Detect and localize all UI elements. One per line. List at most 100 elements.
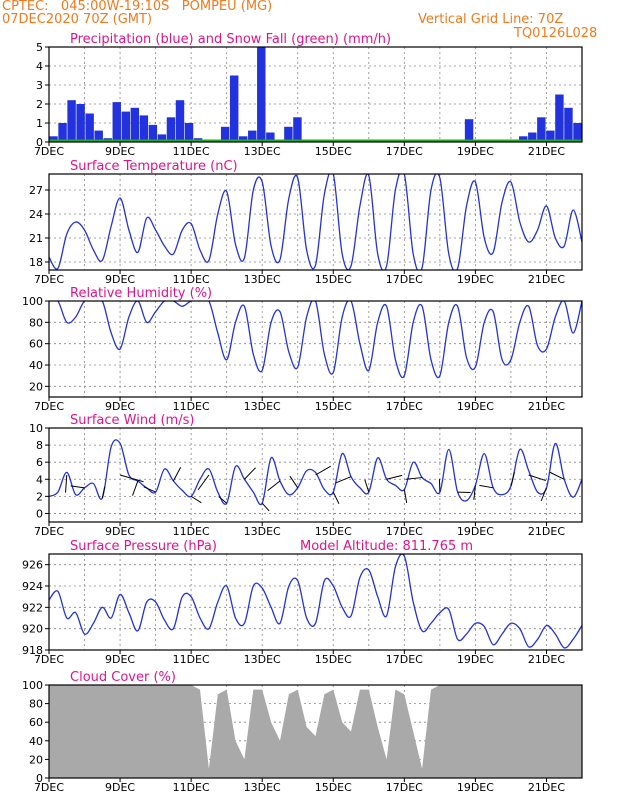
precip-bar: [67, 100, 76, 142]
wind-arrow: [289, 475, 299, 489]
wind-arrow: [70, 485, 85, 489]
x-tick-label: 19DEC: [457, 273, 494, 286]
panel-frame: [48, 173, 583, 271]
x-tick-label: 21DEC: [528, 400, 565, 413]
y-tick-label: 1: [36, 117, 43, 130]
precip-bar: [220, 126, 230, 142]
wind-arrow: [479, 484, 494, 489]
y-tick-label: 926: [22, 559, 43, 572]
panel-2: 18 21 24 27 7DEC 9DEC 11DEC 13DEC 15DEC 17DEC 19DE…: [29, 159, 583, 286]
precip-bar: [266, 132, 275, 142]
y-tick-label: 918: [22, 644, 43, 657]
y-tick-label: 0: [36, 507, 43, 520]
wind-arrow: [549, 471, 565, 480]
precip-bar: [49, 136, 58, 142]
y-tick-label: 922: [22, 601, 43, 614]
x-tick-label: 13DEC: [244, 525, 281, 538]
wind-arrow: [510, 472, 515, 487]
x-tick-label: 9DEC: [105, 653, 135, 666]
y-tick-label: 8: [36, 439, 43, 452]
x-tick-label: 7DEC: [34, 400, 64, 413]
wind-arrow: [172, 466, 182, 482]
x-tick-label: 21DEC: [528, 273, 565, 286]
panel-frame: [48, 300, 583, 398]
precip-bar: [564, 107, 573, 142]
x-tick-label: 13DEC: [244, 781, 281, 794]
series-line: [49, 439, 582, 506]
panel-frame: [48, 553, 583, 651]
precip-bar: [139, 115, 149, 142]
x-tick-label: 13DEC: [244, 400, 281, 413]
panel-annotation: Model Altitude: 811.765 m: [300, 539, 473, 554]
y-tick-label: 920: [22, 623, 43, 636]
wind-arrow: [101, 486, 106, 499]
precip-bar: [239, 136, 248, 142]
panel-title: Cloud Cover (%): [70, 670, 176, 685]
y-tick-label: 6: [36, 456, 43, 469]
precip-bar: [293, 117, 302, 142]
x-tick-label: 7DEC: [34, 273, 64, 286]
precip-bar: [112, 102, 121, 142]
precip-bar: [537, 117, 546, 142]
panel-title: Relative Humidity (%): [70, 286, 212, 301]
y-tick-label: 40: [29, 735, 43, 748]
x-tick-label: 15DEC: [315, 273, 352, 286]
precip-bar: [121, 111, 131, 142]
y-tick-label: 60: [29, 338, 43, 351]
y-tick-label: 21: [29, 232, 43, 245]
y-tick-label: 100: [22, 295, 43, 308]
wind-arrow: [528, 474, 546, 482]
x-tick-label: 15DEC: [315, 781, 352, 794]
series-line: [49, 554, 582, 649]
y-tick-label: 10: [29, 422, 43, 435]
x-tick-label: 21DEC: [528, 145, 565, 158]
x-tick-label: 21DEC: [528, 525, 565, 538]
precip-bar: [166, 117, 176, 142]
precip-bar: [85, 113, 94, 142]
precip-bar: [58, 123, 67, 142]
x-tick-label: 19DEC: [457, 653, 494, 666]
x-tick-label: 11DEC: [173, 273, 210, 286]
panel-4: 0 2 4 6 8 10 7DEC 9DEC 11DEC 13DEC 15DEC 17DEC 19DEC…: [29, 413, 583, 538]
x-tick-label: 19DEC: [457, 525, 494, 538]
x-tick-label: 17DEC: [386, 273, 423, 286]
wind-arrow: [267, 480, 281, 491]
panel-1: 0 1 2 3 4 5 7DEC 9DEC 11DEC 13DEC 15DEC 17DEC 19DEC 2…: [34, 32, 583, 158]
panel-title: Surface Temperature (nC): [70, 159, 238, 174]
precip-bar: [573, 123, 582, 142]
x-tick-label: 15DEC: [315, 525, 352, 538]
y-tick-label: 100: [22, 679, 43, 692]
precip-bar: [546, 130, 555, 142]
wind-arrow: [218, 496, 227, 504]
x-tick-label: 15DEC: [315, 400, 352, 413]
x-tick-label: 19DEC: [457, 145, 494, 158]
wind-arrow: [540, 487, 547, 501]
y-tick-label: 40: [29, 359, 43, 372]
y-tick-label: 24: [29, 208, 43, 221]
y-tick-label: 18: [29, 256, 43, 269]
y-tick-label: 0: [36, 772, 43, 785]
y-tick-label: 2: [36, 490, 43, 503]
x-tick-label: 17DEC: [386, 400, 423, 413]
x-tick-label: 9DEC: [105, 145, 135, 158]
x-tick-label: 19DEC: [457, 400, 494, 413]
precip-bar: [148, 124, 158, 142]
x-tick-label: 15DEC: [315, 653, 352, 666]
y-tick-label: 20: [29, 753, 43, 766]
panel-frame: [48, 46, 583, 143]
precip-bar: [130, 107, 140, 142]
series-line: [49, 301, 582, 379]
y-tick-label: 924: [22, 580, 43, 593]
x-tick-label: 11DEC: [173, 145, 210, 158]
wind-arrow: [65, 474, 68, 493]
x-tick-label: 13DEC: [244, 145, 281, 158]
y-tick-label: 80: [29, 698, 43, 711]
wind-arrow: [190, 495, 202, 504]
wind-arrow: [132, 480, 139, 496]
y-tick-label: 4: [36, 60, 43, 73]
wind-arrow: [386, 474, 403, 480]
x-tick-label: 9DEC: [105, 781, 135, 794]
panel-frame: [48, 684, 583, 779]
wind-arrow: [244, 467, 256, 480]
